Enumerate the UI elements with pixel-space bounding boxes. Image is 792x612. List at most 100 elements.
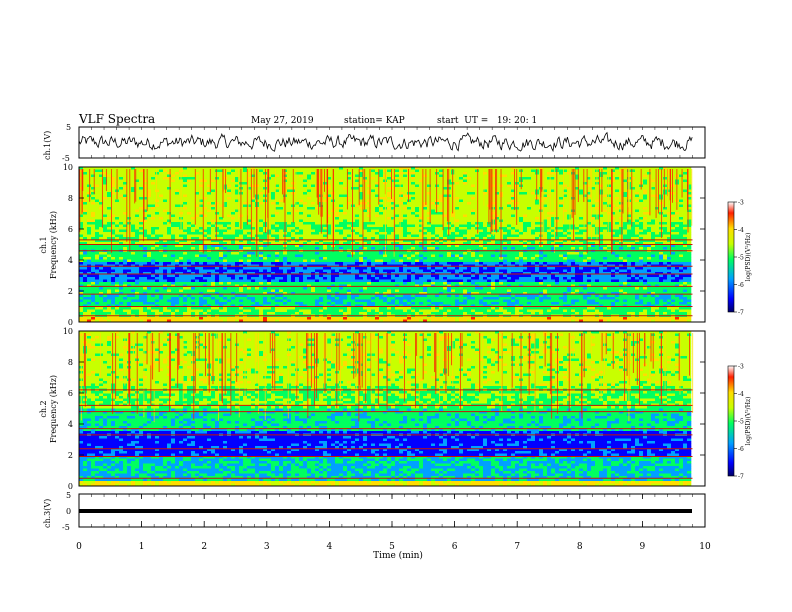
ch1-spec-cell: [415, 202, 420, 205]
ch1-spec-cell: [303, 214, 308, 218]
ch1-spec-cell: [455, 242, 460, 245]
ch1-spec-cell: [683, 182, 688, 185]
ch1-spec-cell: [531, 212, 536, 215]
ch1-spec-cell: [523, 209, 528, 213]
ch1-spec-cell: [299, 244, 304, 248]
ch1-spec-cell: [99, 199, 104, 203]
ch1-spec-cell: [391, 177, 396, 180]
ch1-spec-cell: [479, 167, 484, 170]
ch1-spec-cell: [307, 239, 312, 243]
ch1-spec-cell: [295, 212, 300, 215]
ch1-spec-cell: [583, 169, 588, 173]
ch1-spec-cell: [443, 192, 448, 195]
ch1-spec-cell: [247, 169, 252, 173]
ch1-spec-cell: [303, 169, 308, 173]
ch1-spec-cell: [471, 214, 476, 218]
ch1-spec-cell: [435, 229, 440, 233]
ch1-spec-cell: [107, 222, 112, 225]
ch1-spec-cell: [235, 189, 240, 193]
ch1-spec-cell: [143, 189, 148, 193]
ch1-spec-cell: [223, 224, 228, 228]
ch1-spec-cell: [311, 207, 316, 210]
ch1-spec-cell: [471, 169, 476, 173]
ch1-spec-cell: [439, 192, 444, 195]
ch1-spec-cell: [451, 227, 456, 230]
ch1-spec-cell: [175, 212, 180, 215]
ch1-spec-cell: [247, 242, 252, 245]
ch1-spec-cell: [543, 229, 548, 233]
ch1-spec-cell: [611, 212, 616, 215]
ch1-spec-cell: [287, 222, 292, 225]
ch1-spec-cell: [311, 187, 316, 190]
ch1-spec-cell: [207, 199, 212, 203]
ch1-spec-cell: [507, 167, 512, 170]
ch1-spec-cell: [487, 232, 492, 235]
ch1-spec-cell: [547, 192, 552, 195]
ch1-spec-cell: [559, 239, 564, 243]
ch1-spec-cell: [483, 172, 488, 175]
ch1-spec-cell: [159, 184, 164, 188]
ch1-spec-cell: [275, 234, 280, 238]
ch1-spec-cell: [195, 169, 200, 173]
ch1-spec-cell: [643, 242, 648, 245]
ch1-spec-cell: [79, 219, 84, 223]
ch1-spec-cell: [91, 224, 96, 228]
ch1-spec-cell: [603, 232, 608, 235]
ch1-spec-cell: [299, 204, 304, 208]
ch1-spec-cell: [607, 167, 612, 170]
ch1-spec-cell: [487, 224, 492, 228]
ch1-spec-cell: [355, 239, 360, 243]
ch1-spec-cell: [367, 192, 372, 195]
ch1-spec-cell: [595, 167, 600, 170]
ch1-spec-cell: [211, 179, 216, 183]
ch1-spec-cell: [215, 212, 220, 215]
ch1-spec-cell: [639, 204, 644, 208]
ch1-spec-cell: [423, 197, 428, 200]
ch1-spec-cell: [355, 217, 360, 220]
ch1-spec-cell: [231, 169, 236, 173]
ch1-spec-cell: [351, 232, 356, 235]
ch1-spec-cell: [451, 207, 456, 210]
ch1-spec-cell: [175, 204, 180, 208]
ch1-spec-cell: [123, 234, 128, 238]
ch1-spec-cell: [407, 219, 412, 223]
ch1-spec-cell: [579, 179, 584, 183]
ch1-spec-cell: [443, 167, 448, 170]
ch1-spec-cell: [455, 199, 460, 203]
ch1-spec-cell: [611, 179, 616, 183]
ch1-spec-cell: [299, 177, 304, 180]
ch1-spec-cell: [367, 207, 372, 210]
ch1-spec-cell: [235, 209, 240, 213]
ch1-spec-cell: [199, 182, 204, 185]
ch1-spec-cell: [663, 207, 668, 210]
ch1-spec-cell: [399, 172, 404, 175]
ch1-spec-cell: [231, 229, 236, 233]
ch1-spec-cell: [607, 174, 612, 178]
ch1-spec-cell: [543, 199, 548, 203]
ch1-spec-cell: [423, 234, 428, 238]
ch1-spec-cell: [683, 204, 688, 208]
ch1-spec-cell: [311, 199, 316, 203]
ch1-spec-cell: [503, 189, 508, 193]
ch1-spec-cell: [435, 204, 440, 208]
ch1-spec-cell: [427, 167, 432, 170]
ch1-spec-cell: [191, 197, 196, 200]
ch1-spec-cell: [183, 217, 188, 220]
ch1-spec-cell: [531, 234, 536, 238]
ch1-spec-cell: [567, 182, 572, 185]
ch1-spec-cell: [403, 197, 408, 200]
ch1-spec-cell: [275, 244, 280, 248]
ch1-spec-cell: [91, 229, 96, 233]
ch1-spec-cell: [215, 242, 220, 245]
ch1-spec-cell: [503, 177, 508, 180]
ch1-spec-cell: [235, 237, 240, 240]
ch1-spec-cell: [667, 212, 672, 215]
ch1-spec-cell: [423, 192, 428, 195]
ch1-spec-cell: [471, 174, 476, 178]
ch1-spec-cell: [671, 214, 676, 218]
ch1-spec-cell: [559, 214, 564, 218]
ch1-spec-cell: [443, 234, 448, 238]
ch1-spec-cell: [195, 192, 200, 195]
ch1-spec-cell: [191, 237, 196, 240]
ch1-spec-cell: [187, 199, 192, 203]
